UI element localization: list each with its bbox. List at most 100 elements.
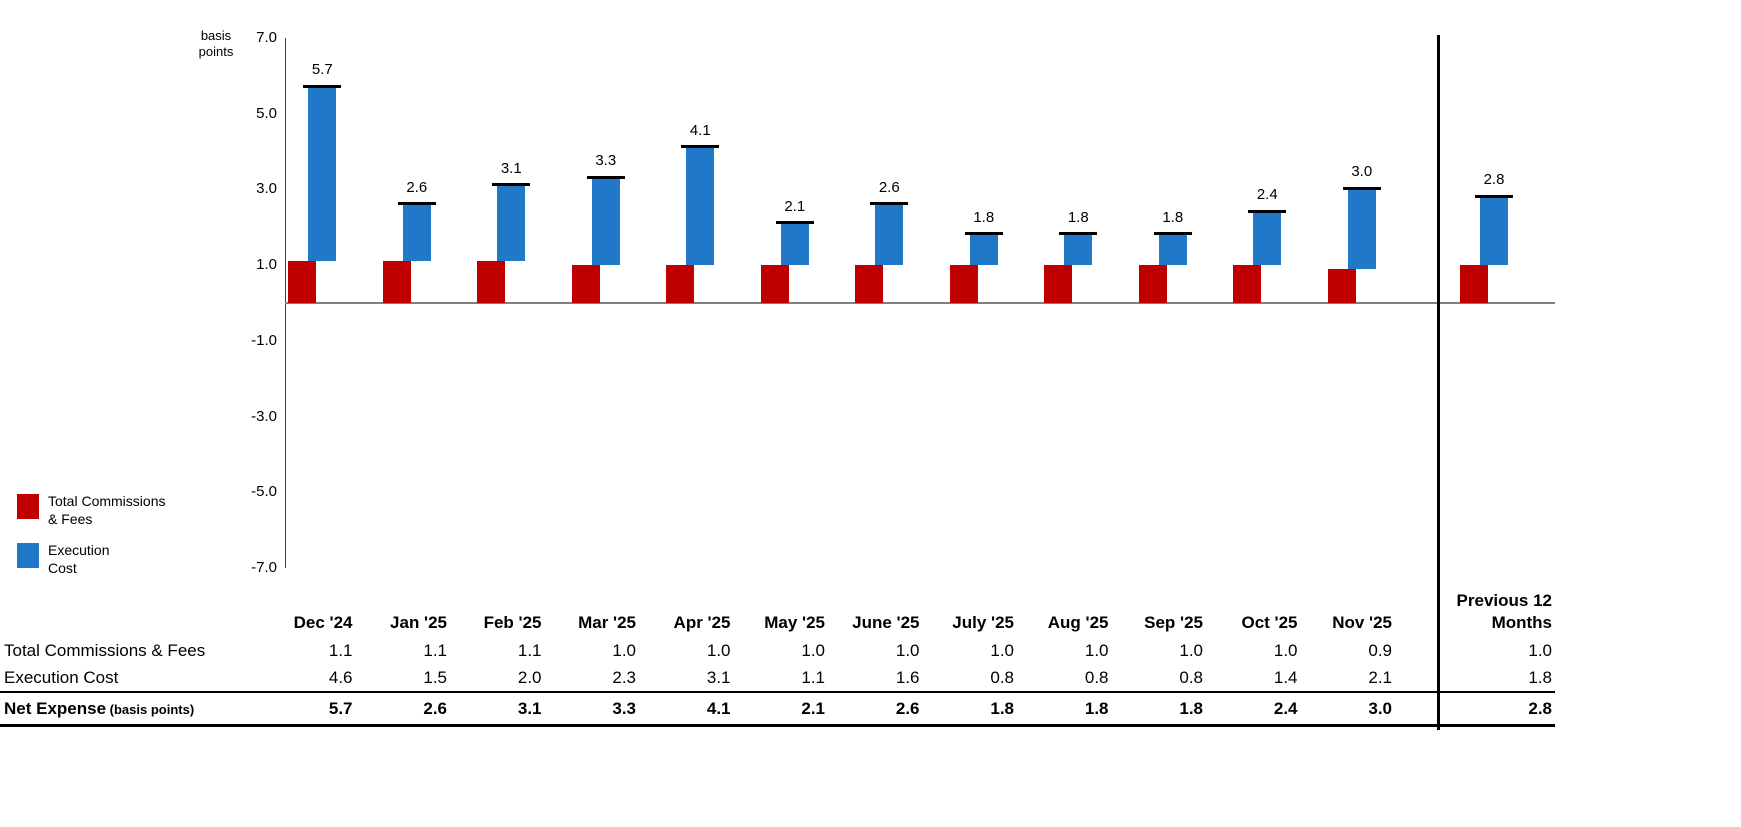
table-cell: 1.0 (990, 641, 1014, 660)
table-cell: 1.1 (517, 641, 542, 660)
row-label: Execution Cost (4, 668, 119, 687)
column-header: June '25 (852, 613, 920, 632)
net-expense-cap (397, 202, 436, 206)
column-header: July '25 (952, 613, 1014, 632)
column-header: Mar '25 (578, 613, 636, 632)
net-expense-value-label: 1.8 (1067, 208, 1089, 226)
table-cell: 1.4 (1273, 668, 1298, 687)
bar-execution-cost (1253, 212, 1282, 266)
bar-execution-cost (686, 147, 715, 266)
bar-total-commissions-fees (477, 261, 506, 303)
bar-execution-cost (875, 204, 904, 266)
bar-execution-cost (1064, 234, 1093, 266)
table-cell: 1.8 (990, 698, 1014, 718)
table-cell: 1.8 (1179, 698, 1203, 718)
table-cell: 1.1 (423, 641, 447, 660)
bar-total-commissions-fees (1138, 265, 1167, 303)
legend-swatch-execution-cost (17, 543, 39, 568)
table-cell: 0.8 (1179, 668, 1203, 687)
table-cell: 1.0 (1528, 641, 1552, 660)
row-label: Net Expense (basis points) (4, 698, 195, 718)
legend-label-line2: & Fees (48, 511, 93, 527)
table-cell: 1.5 (423, 668, 447, 687)
net-expense-cap (775, 221, 814, 224)
bar-total-commissions-fees (1327, 268, 1356, 303)
bar-total-commissions-fees (571, 265, 600, 303)
data-table: Dec '24 Jan '25 Feb '25 Mar '25 Apr '25 May '… (0, 583, 1555, 727)
column-header: Dec '24 (293, 613, 353, 632)
bar-execution-cost (497, 185, 526, 262)
net-expense-cap (681, 145, 720, 149)
row-label: Total Commissions & Fees (4, 641, 206, 660)
y-tick-label: -1.0 (251, 331, 277, 349)
table-row-net-expense: Net Expense (basis points) 5.7 2.6 3.1 3.3 4.… (0, 693, 1555, 727)
table-cell: 1.0 (706, 641, 731, 660)
column-header: Previous 12 Months (1456, 591, 1552, 632)
column-header: Apr '25 (673, 613, 731, 632)
row-label-note: (basis points) (106, 701, 195, 717)
table-cell: 5.7 (328, 698, 353, 718)
bar-execution-cost (1158, 234, 1187, 266)
chart-legend: Total Commissions & Fees Execution Cost (17, 492, 165, 590)
bar-execution-cost (1480, 197, 1508, 266)
y-tick-label: -5.0 (251, 483, 277, 501)
table-row-total-commissions-fees: Total Commissions & Fees 1.1 1.1 1.1 1.0 1.0 1… (0, 637, 1555, 665)
table-cell: 0.9 (1368, 641, 1392, 660)
bar-total-commissions-fees (288, 261, 317, 303)
previous-period-separator (1437, 35, 1440, 730)
y-tick-label: 1.0 (256, 256, 277, 274)
legend-label-line2: Cost (48, 560, 77, 576)
net-expense-value-label: 2.6 (878, 178, 900, 196)
net-expense-cap (964, 232, 1003, 236)
legend-item-execution-cost: Execution Cost (17, 541, 165, 577)
bar-execution-cost (969, 234, 998, 266)
net-expense-value-label: 2.4 (1256, 186, 1278, 204)
legend-item-total-commissions-fees: Total Commissions & Fees (17, 492, 165, 528)
table-cell: 3.1 (706, 668, 731, 687)
bar-total-commissions-fees (760, 265, 789, 303)
net-expense-cap (1248, 209, 1287, 213)
table-cell: 2.4 (1273, 698, 1298, 718)
table-cell: 2.1 (1368, 668, 1392, 687)
net-expense-value-label: 2.8 (1483, 171, 1505, 188)
y-tick-label: 3.0 (256, 180, 277, 198)
net-expense-cap (586, 175, 625, 179)
table-cell: 1.0 (1084, 641, 1109, 660)
table-cell: 1.0 (1273, 641, 1298, 660)
net-expense-cap (1059, 232, 1098, 236)
table-corner-cell (0, 634, 275, 637)
net-expense-value-label: 2.6 (406, 178, 428, 196)
bar-total-commissions-fees (1460, 265, 1488, 303)
net-expense-cap (1475, 194, 1513, 198)
y-tick-label: 7.0 (256, 29, 277, 46)
net-expense-cap (492, 183, 531, 187)
table-cell: 1.0 (895, 641, 920, 660)
column-header: Feb '25 (483, 613, 542, 632)
bar-execution-cost (308, 87, 337, 262)
net-expense-value-label: 1.8 (1162, 208, 1184, 226)
table-cell: 2.1 (801, 698, 825, 718)
bar-total-commissions-fees (949, 265, 978, 303)
net-expense-value-label: 3.3 (595, 152, 617, 170)
bar-total-commissions-fees (855, 265, 884, 303)
y-tick-label: -3.0 (251, 407, 277, 425)
legend-swatch-total-commissions-fees (17, 494, 39, 519)
table-cell: 4.1 (706, 698, 731, 718)
table-cell: 1.0 (1179, 641, 1203, 660)
y-tick-label: 5.0 (256, 104, 277, 122)
zero-baseline (285, 302, 1555, 304)
bar-total-commissions-fees (1233, 265, 1262, 303)
table-cell: 1.0 (801, 641, 825, 660)
net-expense-cap (870, 202, 909, 206)
table-cell: 2.8 (1528, 698, 1552, 718)
y-axis-title: basis points (198, 28, 234, 59)
table-row-execution-cost: Execution Cost 4.6 1.5 2.0 2.3 3.1 1.1 1.6 0.8 0.… (0, 665, 1555, 693)
net-expense-cap (1342, 186, 1381, 190)
net-expense-value-label: 5.7 (311, 61, 333, 79)
column-header: Nov '25 (1332, 613, 1392, 632)
y-tick-label: -7.0 (251, 559, 277, 576)
net-expense-value-label: 3.0 (1351, 163, 1373, 181)
table-cell: 2.6 (895, 698, 920, 718)
column-header: Jan '25 (390, 613, 447, 632)
